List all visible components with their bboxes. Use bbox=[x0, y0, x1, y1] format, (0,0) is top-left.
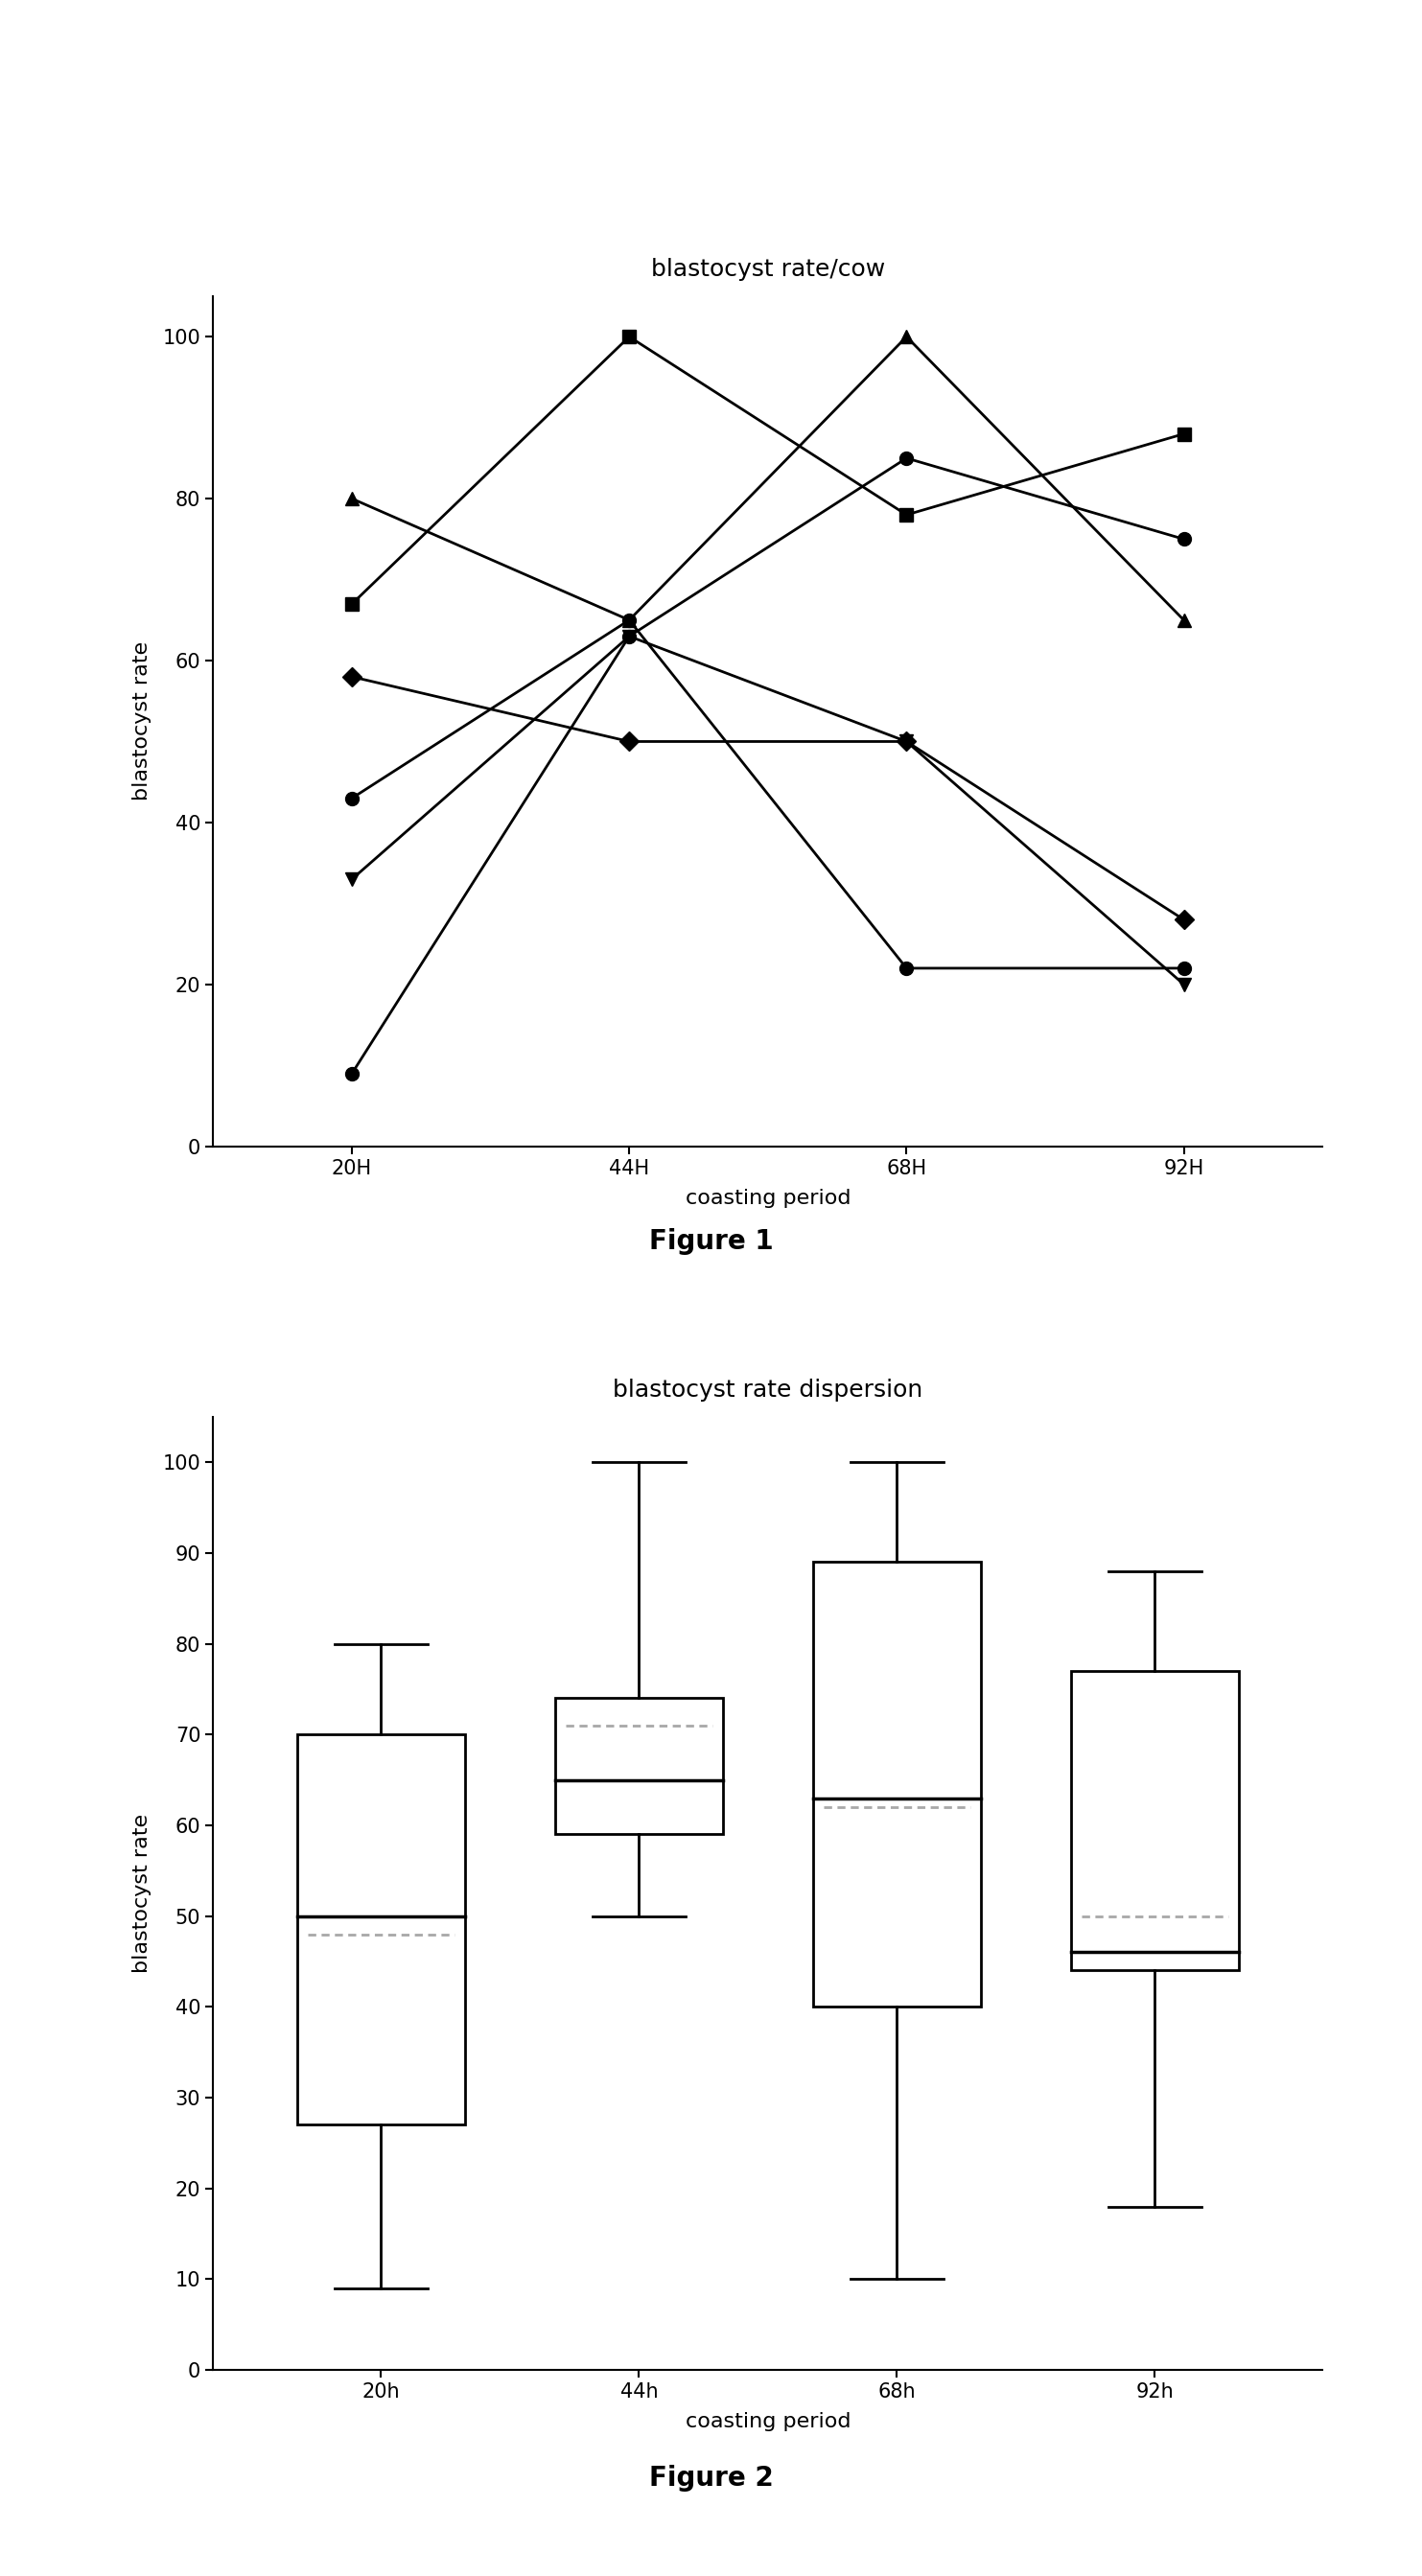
Title: blastocyst rate/cow: blastocyst rate/cow bbox=[651, 258, 884, 281]
Bar bbox=[555, 1698, 722, 1834]
Text: Figure 2: Figure 2 bbox=[648, 2465, 774, 2491]
X-axis label: coasting period: coasting period bbox=[685, 1188, 850, 1208]
Y-axis label: blastocyst rate: blastocyst rate bbox=[132, 1814, 152, 1973]
Bar bbox=[297, 1734, 465, 2125]
Bar bbox=[813, 1561, 981, 2007]
Text: Figure 1: Figure 1 bbox=[648, 1229, 774, 1255]
Y-axis label: blastocyst rate: blastocyst rate bbox=[132, 641, 152, 801]
X-axis label: coasting period: coasting period bbox=[685, 2411, 850, 2432]
Title: blastocyst rate dispersion: blastocyst rate dispersion bbox=[613, 1378, 923, 1401]
Bar bbox=[1071, 1672, 1239, 1971]
